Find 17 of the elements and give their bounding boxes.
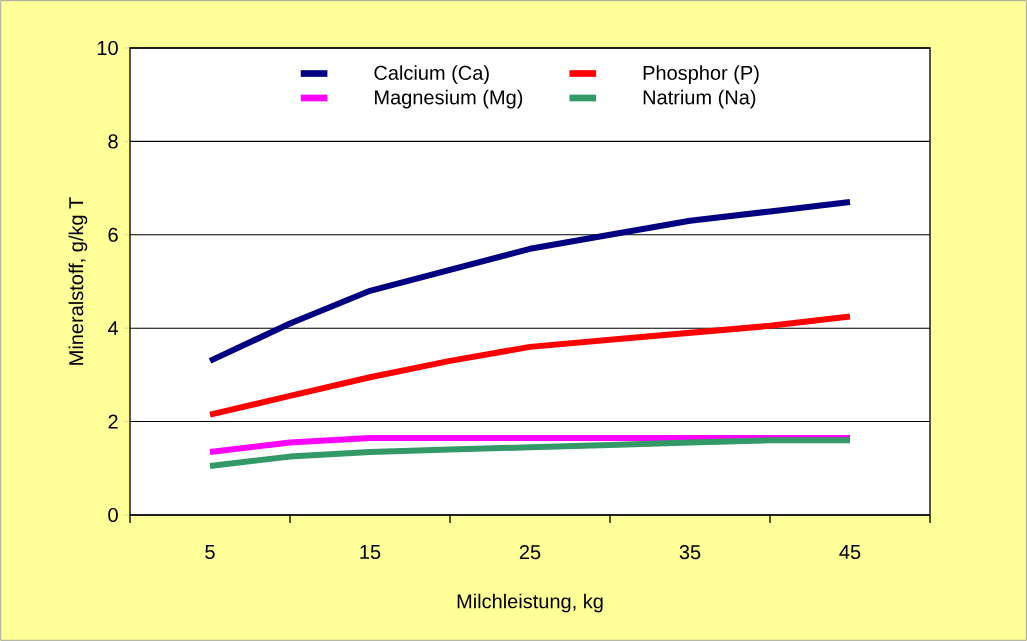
- y-tick-label: 6: [108, 227, 118, 242]
- y-tick-label: 0: [108, 507, 118, 523]
- y-tick-label: 8: [108, 134, 118, 149]
- x-tick-label: 15: [360, 545, 381, 559]
- y-tick-label: 10: [97, 40, 118, 56]
- x-axis-title: Milchleistung, kg: [457, 593, 603, 613]
- x-tick-label: 45: [839, 545, 861, 559]
- y-axis-title: Mineralstoff, g/kg T: [68, 197, 88, 365]
- legend-label: Calcium (Ca): [374, 65, 489, 84]
- x-tick-label: 35: [679, 545, 701, 560]
- legend-label: Magnesium (Mg): [375, 89, 523, 109]
- x-tick-label: 5: [205, 545, 215, 559]
- legend-label: Natrium (Na): [643, 89, 756, 109]
- y-tick-label: 4: [107, 321, 119, 336]
- x-tick-label: 25: [519, 545, 541, 560]
- legend-label: Phosphor (P): [643, 65, 759, 84]
- y-tick-label: 2: [108, 414, 118, 429]
